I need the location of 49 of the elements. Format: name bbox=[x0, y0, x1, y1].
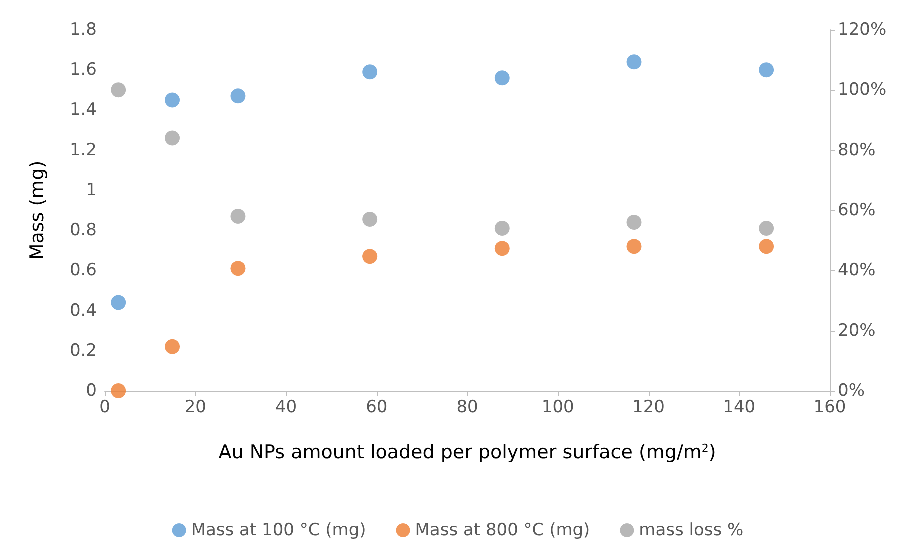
x-tick-label: 20 bbox=[184, 398, 206, 418]
point bbox=[230, 88, 246, 104]
legend-label: mass loss % bbox=[639, 520, 744, 540]
point bbox=[165, 130, 180, 146]
x-tick-label: 60 bbox=[366, 398, 388, 418]
point bbox=[494, 221, 510, 236]
x-tick-label: 40 bbox=[275, 398, 298, 418]
y-tick-label: 1 bbox=[86, 180, 97, 200]
point bbox=[230, 261, 246, 276]
point bbox=[759, 239, 774, 254]
y-tick-label: 0.8 bbox=[70, 220, 97, 241]
y2-tick-label: 40% bbox=[838, 260, 876, 281]
y-tick-label: 0.4 bbox=[70, 300, 97, 321]
y2-tick-label: 60% bbox=[838, 200, 876, 220]
y-tick-label: 0.2 bbox=[70, 340, 97, 361]
y2-tick-label: 20% bbox=[838, 320, 876, 341]
x-tick-label: 140 bbox=[723, 398, 756, 418]
y-tick-label: 1.6 bbox=[70, 60, 97, 80]
y-tick-label: 0.6 bbox=[70, 260, 97, 281]
point bbox=[494, 241, 510, 256]
point bbox=[230, 209, 246, 224]
y2-tick-label: 80% bbox=[838, 140, 876, 160]
point bbox=[362, 249, 378, 264]
y-tick-label: 1.2 bbox=[70, 140, 97, 160]
x-tick-label: 100 bbox=[542, 398, 574, 418]
point bbox=[165, 339, 180, 354]
x-tick-label: 120 bbox=[632, 398, 665, 418]
y-tick-label: 1.8 bbox=[70, 20, 97, 40]
y-tick-label: 0 bbox=[86, 381, 97, 401]
y2-tick-label: 100% bbox=[838, 80, 887, 100]
point bbox=[759, 221, 774, 236]
x-tick-label: 0 bbox=[100, 398, 110, 418]
point bbox=[111, 295, 126, 310]
y2-tick-label: 120% bbox=[838, 20, 887, 40]
point bbox=[759, 62, 774, 78]
point bbox=[626, 54, 642, 70]
point bbox=[494, 70, 510, 86]
point bbox=[111, 384, 126, 398]
legend-label: Mass at 800 °C (mg) bbox=[415, 520, 590, 540]
point bbox=[362, 64, 378, 80]
point bbox=[362, 212, 378, 228]
y-axis-title: Mass (mg) bbox=[26, 160, 48, 260]
legend-label: Mass at 100 °C (mg) bbox=[191, 520, 366, 540]
point bbox=[111, 82, 126, 98]
point bbox=[165, 92, 180, 108]
y-tick-label: 1.4 bbox=[70, 100, 97, 120]
x-tick-label: 80 bbox=[456, 398, 478, 418]
point bbox=[626, 239, 642, 254]
point bbox=[626, 215, 642, 230]
